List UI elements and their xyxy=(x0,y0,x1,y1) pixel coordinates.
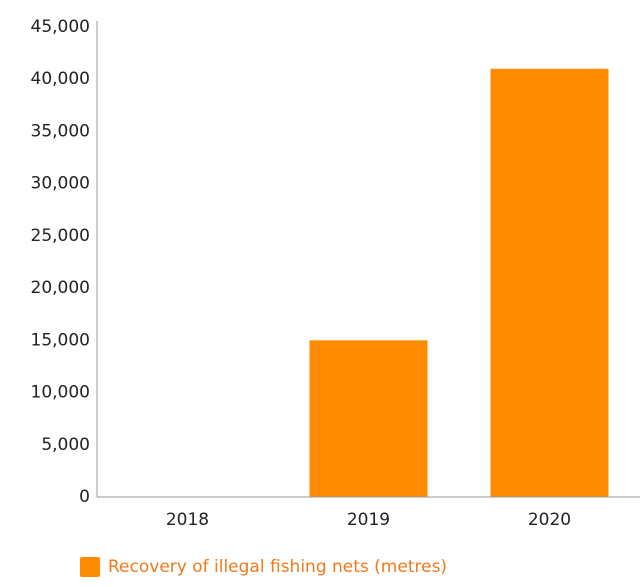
y-tick-label: 25,000 xyxy=(31,226,90,246)
y-tick-label: 45,000 xyxy=(31,17,90,37)
y-tick-label: 20,000 xyxy=(31,278,90,298)
bar-2019 xyxy=(309,340,428,497)
bar-chart: 0 5,000 10,000 15,000 20,000 25,000 30,000 35,0… xyxy=(31,17,640,530)
legend-label: Recovery of illegal fishing nets (metres… xyxy=(108,557,448,577)
x-tick-label: 2020 xyxy=(528,510,571,530)
bars-group xyxy=(309,68,609,498)
x-axis-ticks: 2018 2019 2020 xyxy=(166,510,571,530)
y-tick-label: 0 xyxy=(79,487,90,507)
x-tick-label: 2019 xyxy=(347,510,390,530)
y-tick-label: 15,000 xyxy=(31,330,90,350)
y-tick-label: 5,000 xyxy=(41,435,90,455)
y-tick-label: 40,000 xyxy=(31,69,90,89)
legend-swatch xyxy=(80,557,100,577)
y-tick-label: 10,000 xyxy=(31,383,90,403)
y-tick-label: 30,000 xyxy=(31,174,90,194)
y-axis-ticks: 0 5,000 10,000 15,000 20,000 25,000 30,000 35,0… xyxy=(31,17,90,507)
legend: Recovery of illegal fishing nets (metres… xyxy=(80,557,447,577)
y-tick-label: 35,000 xyxy=(31,121,90,141)
x-tick-label: 2018 xyxy=(166,510,209,530)
bar-2020 xyxy=(490,68,609,498)
